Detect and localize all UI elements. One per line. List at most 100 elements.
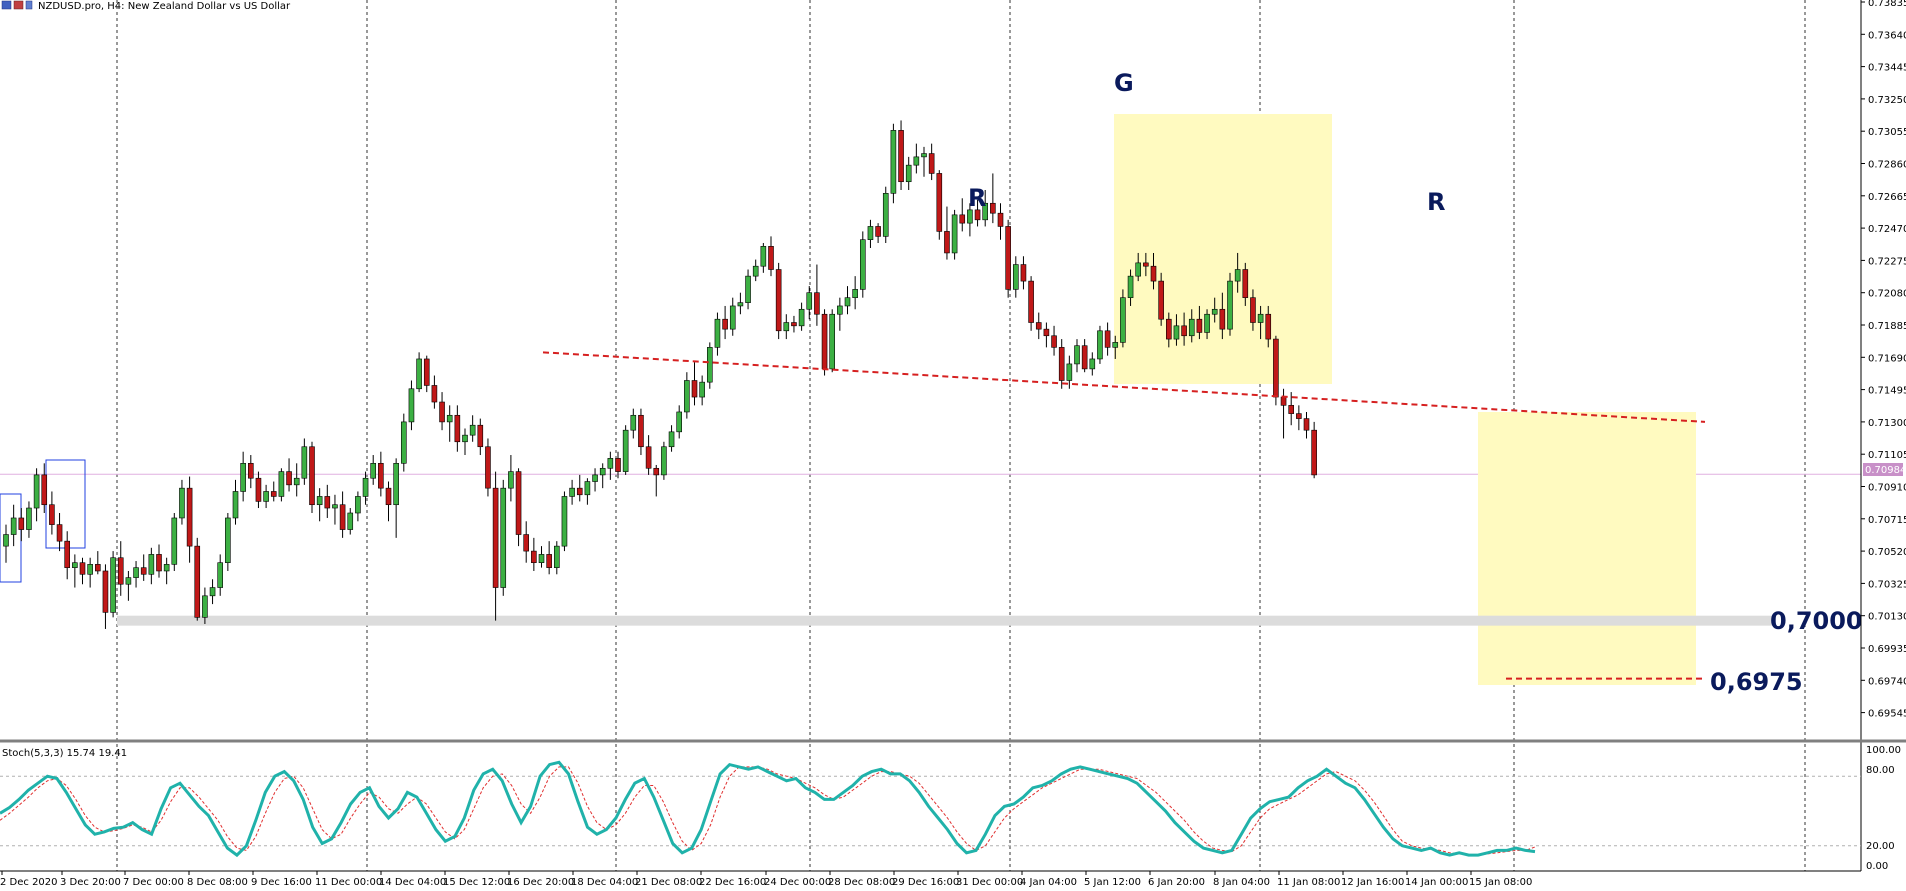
candle-body — [232, 491, 239, 519]
candle-body — [339, 504, 346, 530]
candle — [1204, 309, 1210, 340]
candle — [1066, 355, 1073, 389]
candle — [117, 541, 124, 596]
candle — [783, 314, 790, 340]
x-tick-label: 16 Dec 20:00 — [507, 877, 574, 888]
candle — [293, 463, 300, 497]
stoch-level-20: 20.00 — [1866, 841, 1895, 852]
candle-body — [439, 401, 445, 423]
candle — [1005, 219, 1011, 298]
candle — [309, 441, 315, 514]
candle — [194, 537, 201, 621]
candle — [1273, 335, 1279, 406]
candle — [921, 146, 927, 177]
candle-body — [722, 318, 728, 330]
candle-body — [125, 577, 132, 585]
candle-body — [1181, 325, 1187, 337]
pattern-lines — [542, 351, 1706, 680]
candle — [1104, 322, 1111, 356]
x-tick-label: 11 Jan 08:00 — [1277, 877, 1340, 888]
candle-body — [921, 153, 927, 158]
candle — [286, 458, 292, 492]
candle-body — [615, 458, 621, 472]
candle — [837, 297, 843, 331]
candle-body — [1104, 330, 1111, 348]
candle-body — [1265, 313, 1272, 340]
candle — [668, 425, 675, 452]
candle — [829, 309, 836, 373]
candle-body — [936, 173, 943, 232]
indicator-icon[interactable] — [25, 0, 33, 10]
candle — [339, 491, 346, 538]
candle-body — [1058, 347, 1065, 381]
candle-body — [202, 595, 208, 618]
candle — [385, 481, 392, 522]
candle — [316, 488, 323, 522]
candle — [1150, 252, 1157, 290]
candle — [423, 355, 430, 393]
candle — [1035, 312, 1042, 340]
y-tick-label: 0.73835 — [1868, 0, 1906, 9]
candle-body — [1081, 345, 1088, 370]
y-tick-label: 0.71495 — [1868, 386, 1906, 397]
candle-body — [64, 540, 70, 568]
candle-body — [102, 570, 109, 613]
candle-body — [492, 487, 499, 588]
candle-body — [806, 292, 813, 310]
stoch-axis: 100.00 80.00 20.00 0.00 — [1866, 745, 1901, 872]
candle-body — [324, 496, 331, 509]
timeframe-icon[interactable] — [13, 0, 24, 10]
candle-body — [400, 421, 407, 464]
candle — [791, 315, 797, 333]
candle — [209, 579, 216, 605]
x-tick-label: 29 Dec 16:00 — [892, 877, 959, 888]
y-tick-label: 0.70715 — [1868, 515, 1906, 526]
candle — [163, 557, 170, 585]
candle — [1020, 256, 1027, 290]
candle-body — [538, 554, 545, 563]
candle — [408, 380, 415, 431]
candle — [1188, 309, 1195, 343]
candle — [79, 557, 86, 585]
candle-body — [1196, 318, 1203, 333]
candle-body — [997, 212, 1004, 227]
candle-body — [163, 564, 170, 572]
candle — [500, 479, 507, 596]
candle — [531, 537, 537, 571]
y-tick-label: 0.71300 — [1868, 418, 1906, 429]
candle-body — [301, 446, 308, 479]
candle — [301, 438, 308, 485]
candle-body — [347, 512, 354, 530]
x-tick-label: 11 Dec 00:00 — [315, 877, 382, 888]
candle — [95, 551, 101, 575]
candle — [171, 513, 178, 571]
x-tick-label: 8 Jan 04:00 — [1213, 877, 1270, 888]
candle — [538, 546, 545, 568]
candle-body — [576, 487, 583, 496]
candle-body — [1158, 280, 1164, 320]
chart-type-icon[interactable] — [1, 0, 12, 10]
candle-body — [928, 153, 935, 174]
y-tick-label: 0.71690 — [1868, 353, 1906, 364]
current-price-tag: 0.70984 — [1863, 463, 1906, 476]
candle — [125, 570, 132, 601]
candle-body — [706, 347, 713, 383]
candle — [217, 554, 223, 596]
candle — [347, 508, 354, 535]
candle-body — [630, 414, 637, 431]
candle-body — [454, 414, 461, 443]
candle — [492, 471, 499, 621]
price-axis[interactable]: 0.73835 0.73640 0.73445 0.73250 0.73055 0.728… — [1860, 0, 1906, 871]
candle — [875, 223, 881, 244]
candle-body — [1280, 396, 1287, 406]
candle — [1012, 256, 1019, 298]
candle — [890, 123, 897, 204]
candle-body — [416, 358, 422, 390]
y-tick-label: 0.73055 — [1868, 127, 1906, 138]
candle-body — [33, 474, 40, 509]
time-axis[interactable]: 2 Dec 2020 3 Dec 20:00 7 Dec 00:00 8 Dec 08… — [0, 871, 1532, 888]
candle-body — [186, 487, 193, 547]
candle-body — [990, 202, 996, 214]
candle — [370, 455, 377, 485]
